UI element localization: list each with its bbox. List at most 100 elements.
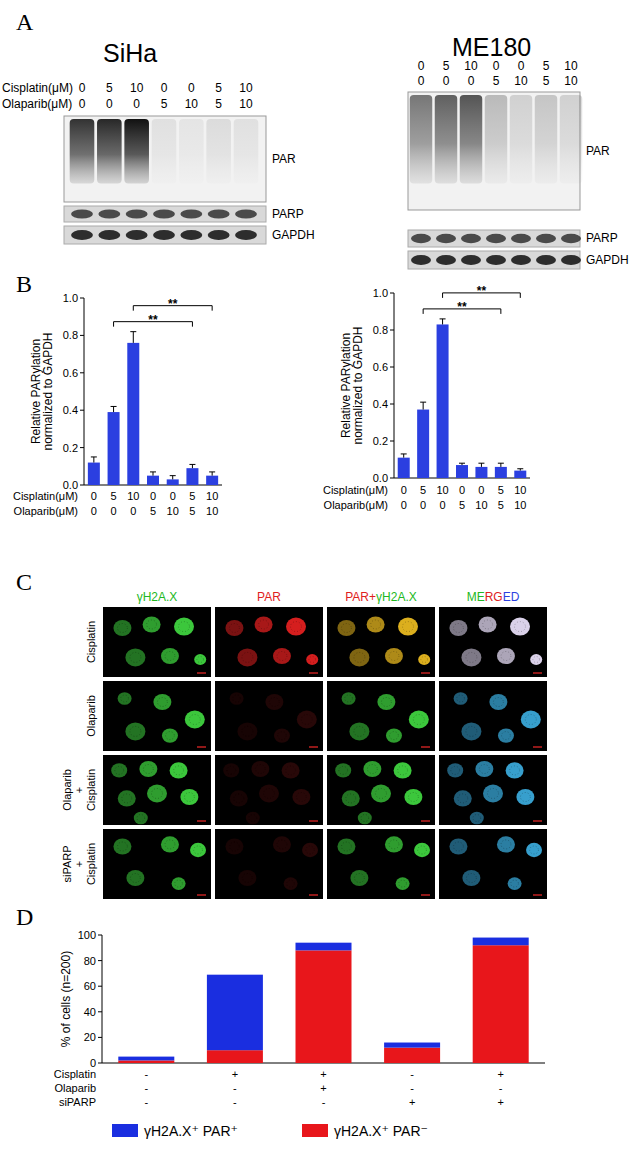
foci	[229, 624, 239, 633]
micrograph	[215, 829, 323, 899]
micrograph	[215, 755, 323, 825]
stacked-bar	[384, 1043, 440, 1048]
nucleus	[367, 616, 385, 632]
scale-bar	[197, 894, 206, 896]
panel-letter: A	[16, 9, 34, 35]
foci	[249, 815, 257, 822]
nucleus	[371, 785, 391, 803]
foci	[122, 794, 132, 803]
foci	[121, 695, 129, 702]
band	[71, 210, 93, 219]
lane-value: 5	[543, 59, 550, 73]
foci	[339, 766, 348, 774]
nucleus	[238, 870, 256, 886]
category-label: 0	[440, 499, 446, 511]
foci	[117, 842, 127, 851]
category-label: 5	[498, 499, 504, 511]
category-label: +	[232, 1068, 238, 1080]
nucleus	[286, 618, 306, 636]
foci	[184, 793, 194, 802]
nucleus	[342, 692, 356, 705]
scale-bar	[309, 894, 318, 896]
category-label: 5	[420, 484, 426, 496]
par-smear	[179, 119, 204, 184]
category-label: 0	[478, 484, 484, 496]
panel-letter: C	[16, 569, 32, 595]
micrograph	[103, 755, 211, 825]
foci	[291, 622, 302, 632]
bar	[495, 467, 507, 478]
foci	[115, 766, 124, 774]
error-cap	[111, 406, 117, 407]
blot-panel: ME180051000510000510510PARPARPGAPDH	[408, 33, 629, 269]
band	[235, 210, 257, 219]
nucleus	[454, 790, 472, 806]
lane-value: 0	[133, 97, 140, 111]
y-tick	[80, 410, 84, 411]
category-label: 10	[514, 484, 526, 496]
header-segment: γH2A.X	[137, 590, 178, 604]
category-row-label: Olaparib(μM)	[14, 505, 78, 517]
nucleus	[134, 812, 148, 825]
nucleus	[194, 654, 206, 665]
category-label: +	[497, 1096, 503, 1108]
scale-bar	[309, 746, 318, 748]
lane-value: 0	[188, 81, 195, 95]
foci	[418, 846, 427, 854]
lane-value: 5	[161, 97, 168, 111]
band	[98, 210, 120, 219]
foci	[346, 794, 356, 803]
y-axis	[84, 298, 85, 485]
y-tick-label: 80	[84, 955, 96, 967]
category-label: 0	[401, 499, 407, 511]
par-smear	[206, 119, 231, 184]
bar	[456, 465, 468, 478]
category-label: -	[144, 1068, 148, 1080]
error-cap	[420, 402, 426, 403]
plot-area	[398, 319, 527, 478]
legend-swatch	[112, 1124, 138, 1137]
nucleus	[385, 648, 403, 664]
scale-bar	[533, 820, 542, 822]
header-segment: γH2A.X	[376, 590, 417, 604]
row-label: Olaparib	[61, 769, 73, 811]
par-smear	[510, 95, 533, 184]
band	[180, 230, 202, 240]
foci	[309, 657, 316, 663]
band-label: GAPDH	[586, 253, 629, 267]
header-segment: RG	[485, 590, 503, 604]
nucleus	[147, 785, 167, 803]
error-bar	[189, 464, 195, 468]
foci	[165, 652, 175, 661]
error-stem	[172, 476, 173, 480]
lane-value: 5	[215, 97, 222, 111]
y-tick-label: 0.6	[373, 361, 388, 373]
nucleus	[526, 843, 542, 857]
error-stem	[153, 472, 154, 476]
significance-label: **	[168, 297, 178, 311]
category-label: -	[233, 1096, 237, 1108]
error-bar	[440, 319, 446, 325]
foci	[466, 874, 476, 883]
legend-label: γH2A.X⁺ PAR⁻	[334, 1123, 428, 1139]
y-tick	[390, 330, 394, 331]
nucleus	[497, 648, 515, 664]
par-smear	[70, 119, 95, 184]
y-axis-label: % of cells (n=200)	[59, 951, 73, 1047]
foci	[389, 840, 399, 849]
nucleus	[498, 728, 514, 742]
category-label: 0	[91, 490, 97, 502]
band	[511, 255, 531, 265]
band-label: PAR	[272, 152, 296, 166]
y-tick	[390, 441, 394, 442]
band	[235, 230, 257, 240]
lane-value: 0	[443, 74, 450, 88]
foci	[242, 874, 252, 883]
bar	[186, 468, 198, 485]
error-bar	[459, 463, 465, 465]
foci	[286, 766, 296, 775]
y-tick	[98, 1037, 102, 1038]
error-bar	[498, 463, 504, 467]
header-segment: ED	[503, 590, 520, 604]
band	[180, 210, 202, 219]
